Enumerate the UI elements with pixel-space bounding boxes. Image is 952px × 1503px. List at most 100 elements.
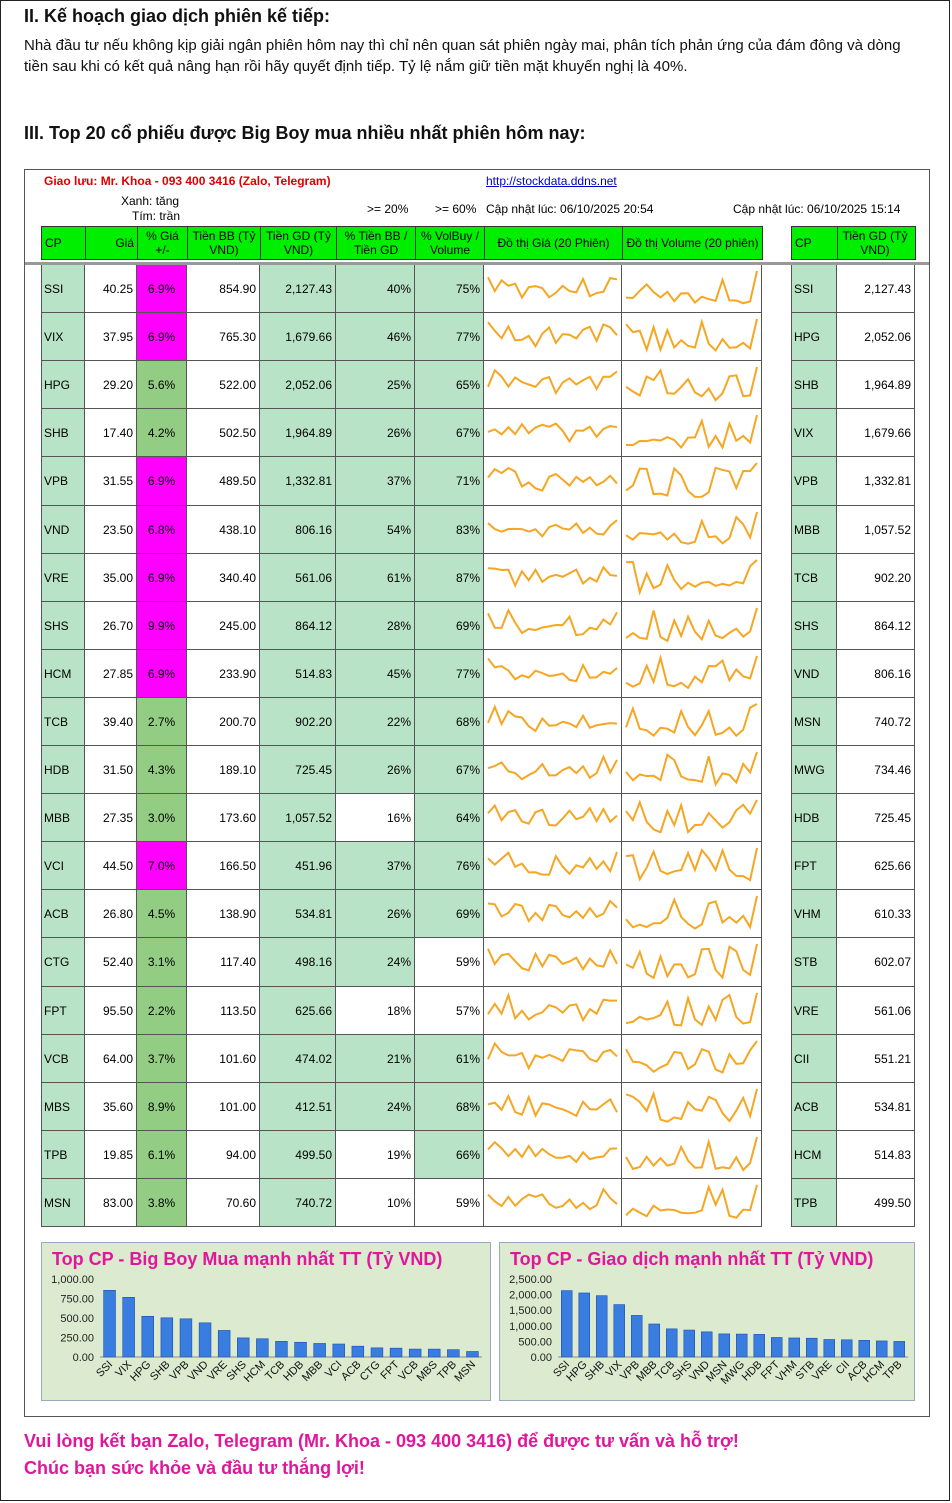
cell-bbgd: 21% (336, 1035, 415, 1083)
cell-vol: 67% (415, 746, 484, 794)
cell-gd: 2,127.43 (260, 265, 336, 313)
cell-bbgd: 61% (336, 554, 415, 602)
bar-cii (841, 1339, 853, 1358)
cell-pct: 6.9% (137, 313, 187, 361)
bar-vix (122, 1297, 135, 1358)
cell-bbgd: 24% (336, 938, 415, 987)
legend-green: Xanh: tăng (121, 194, 180, 208)
bar-shb (160, 1317, 174, 1358)
cell-price-chart (484, 1179, 622, 1227)
cell-volume-chart (622, 1179, 762, 1227)
cell-gd: 534.81 (260, 890, 336, 938)
cell-price-chart (484, 457, 622, 506)
right-cell-cp: HPG (791, 313, 837, 361)
bar-hdb (753, 1334, 765, 1358)
cell-bbgd: 26% (336, 746, 415, 794)
price-sparkline (487, 803, 618, 827)
right-cell-gd: 806.16 (837, 650, 915, 698)
hdr-right-gd: Tiền GD (Tỷ VND) (837, 226, 916, 260)
top20-panel: Giao lưu: Mr. Khoa - 093 400 3416 (Zalo,… (24, 169, 930, 1417)
cell-pct: 9.9% (137, 602, 187, 650)
right-cell-gd: 1,057.52 (837, 506, 915, 554)
price-sparkline (487, 321, 618, 349)
cell-bb: 70.60 (187, 1179, 260, 1227)
bar-vpb (179, 1318, 193, 1358)
cell-bb: 522.00 (187, 361, 260, 409)
cell-cp: SSI (41, 265, 85, 313)
cell-price-chart (484, 746, 622, 794)
cell-gd: 902.20 (260, 698, 336, 746)
cell-bbgd: 46% (336, 313, 415, 361)
cell-volume-chart (622, 554, 762, 602)
cell-bbgd: 37% (336, 457, 415, 506)
bar-vre (217, 1330, 231, 1358)
cell-bb: 166.50 (187, 842, 260, 890)
cell-gia: 27.85 (85, 650, 137, 698)
cell-bbgd: 37% (336, 842, 415, 890)
y-tick-label: 1,000.00 (51, 1274, 94, 1286)
right-cell-gd: 2,052.06 (837, 313, 915, 361)
bar-tcb (666, 1328, 678, 1358)
right-cell-cp: VPB (791, 457, 837, 506)
stockdata-link[interactable]: http://stockdata.ddns.net (486, 174, 617, 188)
y-tick-label: 2,500.00 (509, 1274, 552, 1286)
cell-vol: 59% (415, 938, 484, 987)
section3-heading: III. Top 20 cổ phiếu được Big Boy mua nh… (24, 123, 586, 143)
cell-volume-chart (622, 794, 762, 842)
cell-bb: 340.40 (187, 554, 260, 602)
volume-sparkline (625, 270, 758, 305)
x-tick-label: ACB (339, 1359, 363, 1383)
cell-vol: 83% (415, 506, 484, 554)
volume-sparkline (625, 847, 758, 882)
cell-bb: 94.00 (187, 1131, 260, 1179)
cell-volume-chart (622, 602, 762, 650)
cell-bbgd: 26% (336, 409, 415, 457)
volume-sparkline (625, 559, 758, 596)
right-cell-cp: SHB (791, 361, 837, 409)
cell-gd: 864.12 (260, 602, 336, 650)
right-cell-gd: 1,964.89 (837, 361, 915, 409)
cell-vol: 65% (415, 361, 484, 409)
cell-gia: 19.85 (85, 1131, 137, 1179)
hdr-gd: Tiền GD (Tỷ VND) (260, 226, 337, 260)
right-cell-gd: 725.45 (837, 794, 915, 842)
cell-cp: VCI (41, 842, 85, 890)
cell-price-chart (484, 987, 622, 1035)
price-sparkline (487, 368, 618, 396)
cell-bbgd: 45% (336, 650, 415, 698)
bar-hpg (578, 1292, 590, 1358)
cell-cp: SHB (41, 409, 85, 457)
cell-volume-chart (622, 987, 762, 1035)
cell-vol: 57% (415, 987, 484, 1035)
x-tick-label: TPB (881, 1359, 905, 1383)
cell-price-chart (484, 506, 622, 554)
cell-volume-chart (622, 265, 762, 313)
cell-cp: MBB (41, 794, 85, 842)
cell-gia: 44.50 (85, 842, 137, 890)
cell-vol: 67% (415, 409, 484, 457)
x-tick-label: CTG (358, 1359, 383, 1384)
cell-bb: 200.70 (187, 698, 260, 746)
cell-cp: VRE (41, 554, 85, 602)
cell-gd: 498.16 (260, 938, 336, 987)
cell-pct: 4.3% (137, 746, 187, 794)
bar-vcb (408, 1348, 422, 1358)
y-tick-label: 0.00 (531, 1352, 552, 1364)
x-tick-label: HCM (242, 1359, 268, 1385)
gd-chart-box: Top CP - Giao dịch mạnh nhất TT (Tỷ VND)… (499, 1242, 915, 1401)
cell-vol: 77% (415, 313, 484, 361)
y-tick-label: 750.00 (60, 1294, 94, 1306)
cell-price-chart (484, 938, 622, 987)
bar-vpb (631, 1315, 643, 1358)
right-cell-cp: VRE (791, 987, 837, 1035)
cell-pct: 3.1% (137, 938, 187, 987)
cell-price-chart (484, 361, 622, 409)
cell-gd: 561.06 (260, 554, 336, 602)
right-cell-cp: MBB (791, 506, 837, 554)
y-tick-label: 1,000.00 (509, 1321, 552, 1333)
bar-vci (332, 1343, 345, 1358)
cell-price-chart (484, 554, 622, 602)
bar-hcm (876, 1340, 888, 1358)
right-cell-cp: MWG (791, 746, 837, 794)
volume-sparkline (625, 1184, 758, 1219)
